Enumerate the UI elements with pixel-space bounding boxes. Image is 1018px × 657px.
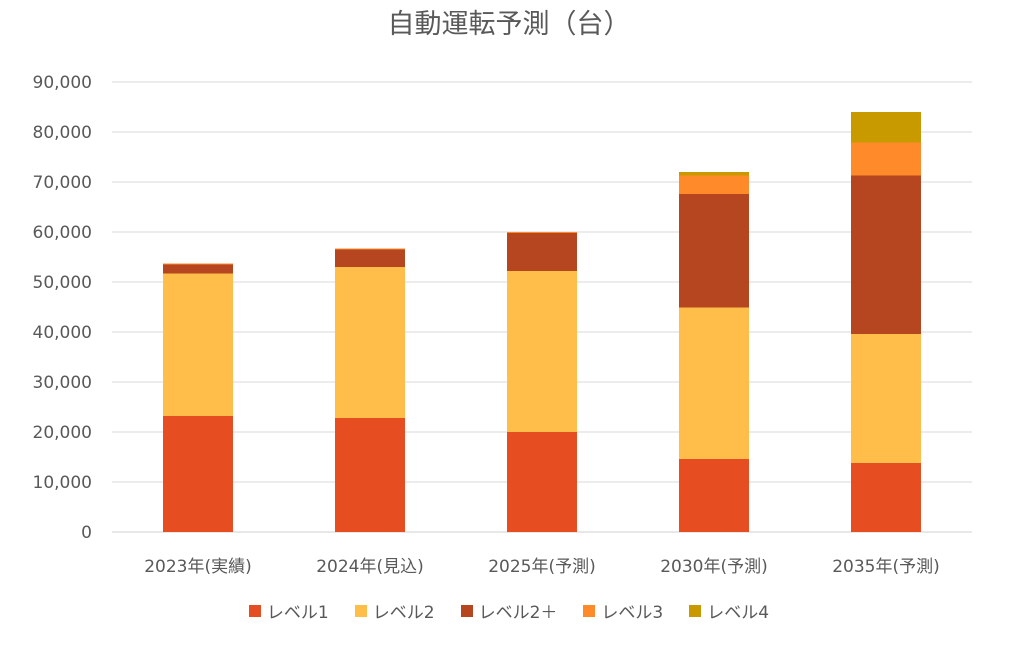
legend-label: レベル3 xyxy=(601,603,664,623)
x-tick-label: 2030年(予測) xyxy=(660,557,768,577)
bar-segment xyxy=(163,264,233,274)
bar-segment xyxy=(679,194,749,308)
bar-segment xyxy=(851,112,921,143)
legend-item: レベル2＋ xyxy=(460,598,558,623)
bar-segment xyxy=(335,418,405,532)
legend-swatch xyxy=(354,604,367,617)
legend-item: レベル4 xyxy=(689,598,769,623)
legend-label: レベル4 xyxy=(707,603,770,623)
legend-item: レベル3 xyxy=(583,598,663,623)
legend-label: レベル2 xyxy=(372,603,435,623)
x-tick-label: 2035年(予測) xyxy=(832,557,940,577)
y-tick-label: 40,000 xyxy=(33,323,92,343)
legend-swatch xyxy=(689,604,702,617)
y-tick-label: 70,000 xyxy=(33,173,92,193)
legend: レベル1 レベル2 レベル2＋ レベル3 レベル4 xyxy=(0,598,1018,623)
bar-segment xyxy=(851,175,921,334)
y-tick-label: 50,000 xyxy=(33,273,92,293)
bar-segment xyxy=(679,172,749,176)
bar-segment xyxy=(679,307,749,459)
bar-segment xyxy=(335,248,405,250)
legend-swatch xyxy=(460,604,473,617)
bar-segment xyxy=(163,273,233,416)
bar-segment xyxy=(507,233,577,271)
y-tick-label: 30,000 xyxy=(33,373,92,393)
y-tick-label: 0 xyxy=(81,523,92,543)
bar-segment xyxy=(335,267,405,418)
y-tick-label: 10,000 xyxy=(33,473,92,493)
y-tick-label: 90,000 xyxy=(33,73,92,93)
legend-swatch xyxy=(248,604,261,617)
legend-label: レベル2＋ xyxy=(478,603,558,623)
chart-title: 自動運転予測（台） xyxy=(387,9,631,40)
bar-segment xyxy=(163,416,233,532)
bar-segment xyxy=(851,463,921,532)
bar-segment xyxy=(679,175,749,194)
bar-segment xyxy=(163,263,233,265)
legend-swatch xyxy=(583,604,596,617)
bar-segment xyxy=(507,432,577,532)
y-tick-label: 80,000 xyxy=(33,123,92,143)
y-tick-label: 20,000 xyxy=(33,423,92,443)
bar-segment xyxy=(851,334,921,463)
legend-item: レベル1 xyxy=(248,598,329,623)
bar-segment xyxy=(679,459,749,532)
bar-segment xyxy=(507,271,577,432)
legend-item: レベル2 xyxy=(354,598,435,623)
x-tick-label: 2023年(実績) xyxy=(144,557,252,577)
bar-segment xyxy=(507,232,577,233)
legend-label: レベル1 xyxy=(266,603,329,623)
bar-segment xyxy=(851,142,921,176)
y-tick-label: 60,000 xyxy=(33,223,92,243)
x-tick-label: 2024年(見込) xyxy=(316,557,424,577)
x-tick-label: 2025年(予測) xyxy=(488,557,596,577)
bar-segment xyxy=(335,249,405,267)
